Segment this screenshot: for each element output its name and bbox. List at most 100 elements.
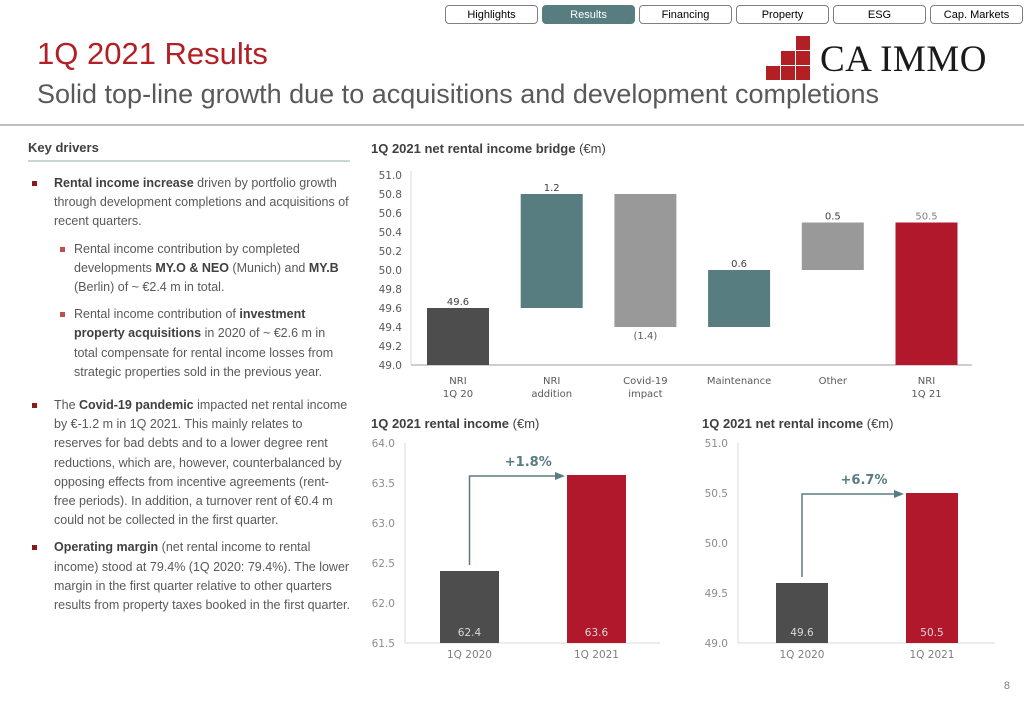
y-tick-label: 49.0 xyxy=(379,360,402,372)
bullet-text: (Berlin) of ~ €2.4 m in total. xyxy=(74,280,225,295)
bullet-bold: MY.B xyxy=(308,260,339,275)
nri-chart-title: 1Q 2021 net rental income (€m) xyxy=(702,416,894,431)
y-tick-label: 50.0 xyxy=(705,538,728,550)
tab-results[interactable]: Results xyxy=(542,5,635,24)
bullet-text: in 2020 of ~ €2.6 m in total compensate … xyxy=(74,326,334,379)
page-title: 1Q 2021 Results xyxy=(37,36,268,71)
x-category-label: Maintenance xyxy=(707,376,771,387)
driver-sub-bullet: Rental income contribution by completed … xyxy=(28,240,350,298)
y-tick-label: 49.0 xyxy=(705,638,728,650)
y-tick-label: 49.5 xyxy=(705,588,728,600)
y-tick-label: 50.0 xyxy=(379,265,402,277)
x-category-label: Covid-19 xyxy=(623,376,667,387)
bridge-bar xyxy=(427,308,489,365)
bar-data-label: 1.2 xyxy=(544,183,560,194)
bullet-marker-icon xyxy=(32,181,37,186)
y-tick-label: 50.4 xyxy=(379,227,403,239)
header-divider xyxy=(0,124,1024,126)
bar-data-label: 49.6 xyxy=(790,627,814,639)
bar-data-label: 50.5 xyxy=(915,212,937,223)
bridge-chart-title: 1Q 2021 net rental income bridge (€m) xyxy=(371,141,606,156)
bar-data-label: 0.6 xyxy=(731,259,747,270)
key-drivers-panel: Key drivers Rental income increase drive… xyxy=(28,140,350,615)
y-tick-label: 62.0 xyxy=(372,598,395,610)
y-tick-label: 51.0 xyxy=(379,170,402,182)
y-tick-label: 50.8 xyxy=(379,189,402,201)
stacked-squares-icon xyxy=(766,36,810,80)
x-category-label: NRI xyxy=(449,376,466,387)
x-category-label: Other xyxy=(819,376,848,387)
bridge-bar xyxy=(895,222,958,365)
rental-income-chart-title: 1Q 2021 rental income (€m) xyxy=(371,416,540,431)
bar-data-label: 49.6 xyxy=(447,297,469,308)
bullet-bold: MY.O & NEO xyxy=(155,260,229,275)
y-tick-label: 49.2 xyxy=(379,341,402,353)
bar-data-label: 0.5 xyxy=(825,212,841,223)
tab-esg[interactable]: ESG xyxy=(833,5,926,24)
y-tick-label: 63.0 xyxy=(372,518,395,530)
tab-financing[interactable]: Financing xyxy=(639,5,732,24)
x-category-label: impact xyxy=(628,389,662,400)
y-tick-label: 63.5 xyxy=(372,478,395,490)
x-category-label: 1Q 2020 xyxy=(447,649,492,661)
bullet-text: (net rental income to rental income) sto… xyxy=(54,540,350,613)
tab-property[interactable]: Property xyxy=(736,5,829,24)
bullet-text: Rental income contribution of xyxy=(74,307,240,322)
bullet-marker-icon xyxy=(60,246,65,252)
section-nav: Highlights Results Financing Property ES… xyxy=(445,5,1023,24)
y-tick-label: 62.5 xyxy=(372,558,395,570)
bullet-marker-icon xyxy=(60,312,65,318)
x-category-label: 1Q 2020 xyxy=(779,649,824,661)
page-number: 8 xyxy=(1003,680,1010,692)
y-tick-label: 49.4 xyxy=(379,322,403,334)
bar-data-label: 63.6 xyxy=(585,627,609,639)
growth-arrow-line xyxy=(468,475,557,565)
bar-data-label: (1.4) xyxy=(634,331,658,342)
y-tick-label: 61.5 xyxy=(372,638,395,650)
bridge-bar xyxy=(801,222,864,270)
page-subtitle: Solid top-line growth due to acquisition… xyxy=(37,79,880,109)
bullet-text: The xyxy=(54,398,80,413)
bullet-bold: Operating margin xyxy=(54,540,159,555)
y-tick-label: 50.6 xyxy=(379,208,403,220)
y-tick-label: 50.2 xyxy=(379,246,402,258)
bar xyxy=(906,493,958,643)
bullet-text: impacted net rental income by €-1.2 m in… xyxy=(54,398,348,528)
driver-bullet: Operating margin (net rental income to r… xyxy=(28,538,350,615)
bar xyxy=(776,583,828,643)
x-category-label: addition xyxy=(531,389,572,400)
y-tick-label: 64.0 xyxy=(372,438,395,450)
x-category-label: 1Q 20 xyxy=(443,389,473,400)
arrow-head-icon xyxy=(555,472,565,480)
bar xyxy=(440,571,499,643)
bar xyxy=(567,475,626,643)
growth-annotation: +1.8% xyxy=(505,455,552,470)
bridge-bar xyxy=(614,194,677,327)
driver-bullet: Rental income increase driven by portfol… xyxy=(28,174,350,232)
x-category-label: NRI xyxy=(543,376,560,387)
bullet-text: (Munich) and xyxy=(228,260,309,275)
bridge-bar xyxy=(708,270,771,327)
bullet-marker-icon xyxy=(32,545,37,551)
bullet-bold: Rental income increase xyxy=(54,176,194,190)
y-tick-label: 51.0 xyxy=(705,438,728,450)
bullet-text: driven by portfolio growth through devel… xyxy=(54,176,349,229)
y-tick-label: 49.6 xyxy=(379,303,403,315)
bar-data-label: 50.5 xyxy=(920,627,943,639)
tab-cap-markets[interactable]: Cap. Markets xyxy=(930,5,1023,24)
y-tick-label: 50.5 xyxy=(705,488,728,500)
driver-bullet: The Covid-19 pandemic impacted net renta… xyxy=(28,396,350,530)
bar-data-label: 62.4 xyxy=(458,627,482,639)
bullet-bold: Covid-19 pandemic xyxy=(79,398,194,413)
growth-annotation: +6.7% xyxy=(841,473,888,488)
bullet-marker-icon xyxy=(32,403,37,409)
growth-arrow-line xyxy=(801,493,896,577)
company-logo: CA IMMO xyxy=(766,36,987,80)
bullet-bold: investment property acquisitions xyxy=(74,307,306,341)
driver-sub-bullet: Rental income contribution of investment… xyxy=(28,305,350,382)
key-drivers-heading: Key drivers xyxy=(28,140,350,162)
bullet-text: Rental income contribution by completed … xyxy=(74,241,300,275)
tab-highlights[interactable]: Highlights xyxy=(445,5,538,24)
x-category-label: 1Q 21 xyxy=(911,389,941,400)
